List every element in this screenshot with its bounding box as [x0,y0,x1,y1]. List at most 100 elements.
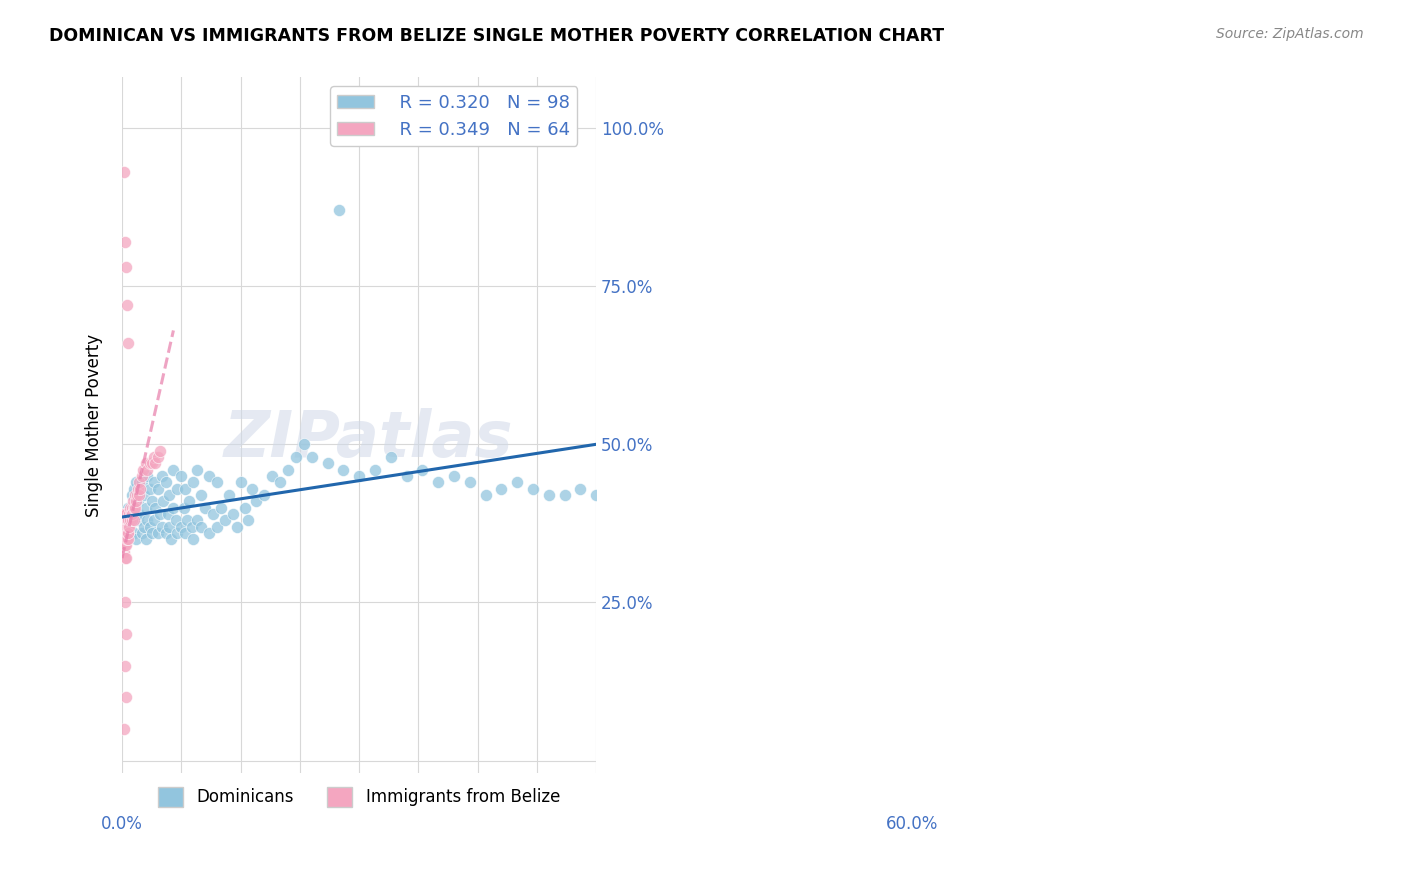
Point [537,488,560,502]
Point [135,532,157,546]
Point [174,525,197,540]
Point [112,532,135,546]
Point [114,539,136,553]
Point [121,507,143,521]
Point [474,488,496,502]
Point [166,525,188,540]
Point [364,462,387,476]
Point [117,513,139,527]
Point [114,525,136,540]
Point [112,525,135,540]
Point [131,525,153,540]
Point [159,519,181,533]
Point [115,690,138,705]
Point [122,513,145,527]
Point [225,519,247,533]
Point [138,519,160,533]
Point [238,513,260,527]
Point [128,488,150,502]
Text: 0.0%: 0.0% [101,815,143,833]
Point [198,469,221,483]
Point [198,525,221,540]
Point [142,475,165,490]
Point [122,500,145,515]
Point [115,507,138,521]
Point [253,488,276,502]
Point [135,456,157,470]
Point [186,462,208,476]
Point [114,532,136,546]
Point [117,519,139,533]
Point [129,482,152,496]
Point [115,525,138,540]
Point [194,500,217,515]
Point [245,494,267,508]
Point [114,235,136,249]
Point [117,336,139,351]
Point [128,507,150,521]
Point [170,519,193,533]
Point [121,488,143,502]
Point [170,469,193,483]
Point [173,500,195,515]
Point [117,513,139,527]
Point [141,456,163,470]
Point [112,507,135,521]
Point [125,475,148,490]
Point [554,488,576,502]
Point [120,507,142,521]
Point [112,532,135,546]
Point [160,532,183,546]
Point [162,500,184,515]
Point [115,519,138,533]
Point [176,513,198,527]
Point [112,507,135,521]
Point [155,525,177,540]
Point [132,462,155,476]
Point [141,525,163,540]
Point [262,469,284,483]
Text: 60.0%: 60.0% [886,815,938,833]
Point [150,469,173,483]
Point [112,513,135,527]
Point [395,469,418,483]
Point [117,525,139,540]
Point [115,551,138,566]
Point [233,500,256,515]
Point [165,513,187,527]
Point [201,507,224,521]
Point [332,462,354,476]
Point [347,469,370,483]
Point [121,500,143,515]
Point [127,494,149,508]
Point [114,513,136,527]
Point [138,456,160,470]
Point [427,475,450,490]
Point [115,532,138,546]
Point [115,525,138,540]
Point [506,475,529,490]
Point [115,627,138,641]
Point [134,488,156,502]
Point [205,519,228,533]
Point [218,488,240,502]
Point [179,494,201,508]
Point [112,519,135,533]
Point [150,519,173,533]
Point [569,482,592,496]
Point [125,488,148,502]
Point [125,532,148,546]
Point [121,513,143,527]
Point [585,488,607,502]
Point [112,722,135,736]
Point [136,462,159,476]
Point [127,482,149,496]
Point [124,500,146,515]
Point [277,462,299,476]
Point [118,500,141,515]
Point [491,482,513,496]
Point [115,532,138,546]
Point [112,165,135,179]
Point [284,450,307,464]
Point [149,443,172,458]
